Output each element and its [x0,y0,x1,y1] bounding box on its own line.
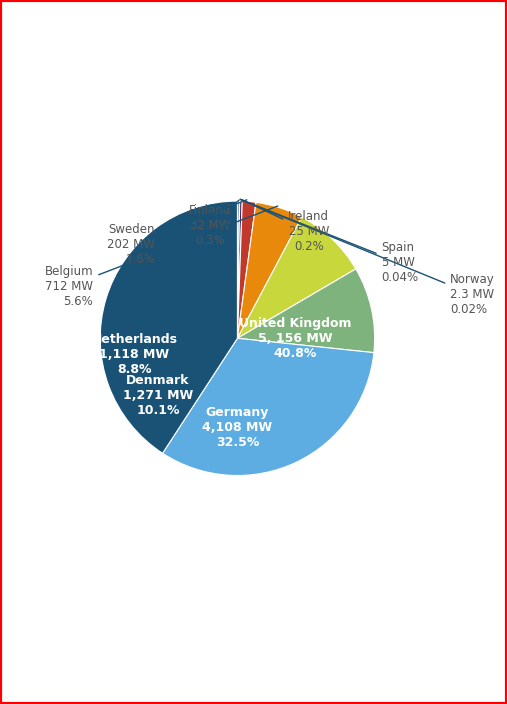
Wedge shape [237,217,356,339]
Wedge shape [237,201,238,339]
Wedge shape [237,201,256,339]
Text: Finland
32 MW
0.3%: Finland 32 MW 0.3% [189,200,239,247]
Text: Belgium
712 MW
5.6%: Belgium 712 MW 5.6% [45,206,278,308]
Wedge shape [237,201,240,339]
Text: Norway
2.3 MW
0.02%: Norway 2.3 MW 0.02% [240,199,495,316]
Text: Netherlands
1,118 MW
8.8%: Netherlands 1,118 MW 8.8% [92,333,177,376]
Text: Denmark
1,271 MW
10.1%: Denmark 1,271 MW 10.1% [123,375,193,417]
Wedge shape [100,201,237,453]
Wedge shape [237,201,242,339]
Text: Ireland
25 MW
0.2%: Ireland 25 MW 0.2% [241,199,329,253]
Wedge shape [163,339,374,475]
Text: Sweden
202 MW
1.6%: Sweden 202 MW 1.6% [107,200,247,267]
Text: Germany
4,108 MW
32.5%: Germany 4,108 MW 32.5% [202,406,272,449]
Text: United Kingdom
5, 156 MW
40.8%: United Kingdom 5, 156 MW 40.8% [239,317,351,360]
Wedge shape [237,202,302,339]
Wedge shape [237,269,375,353]
Text: Spain
5 MW
0.04%: Spain 5 MW 0.04% [240,199,419,284]
